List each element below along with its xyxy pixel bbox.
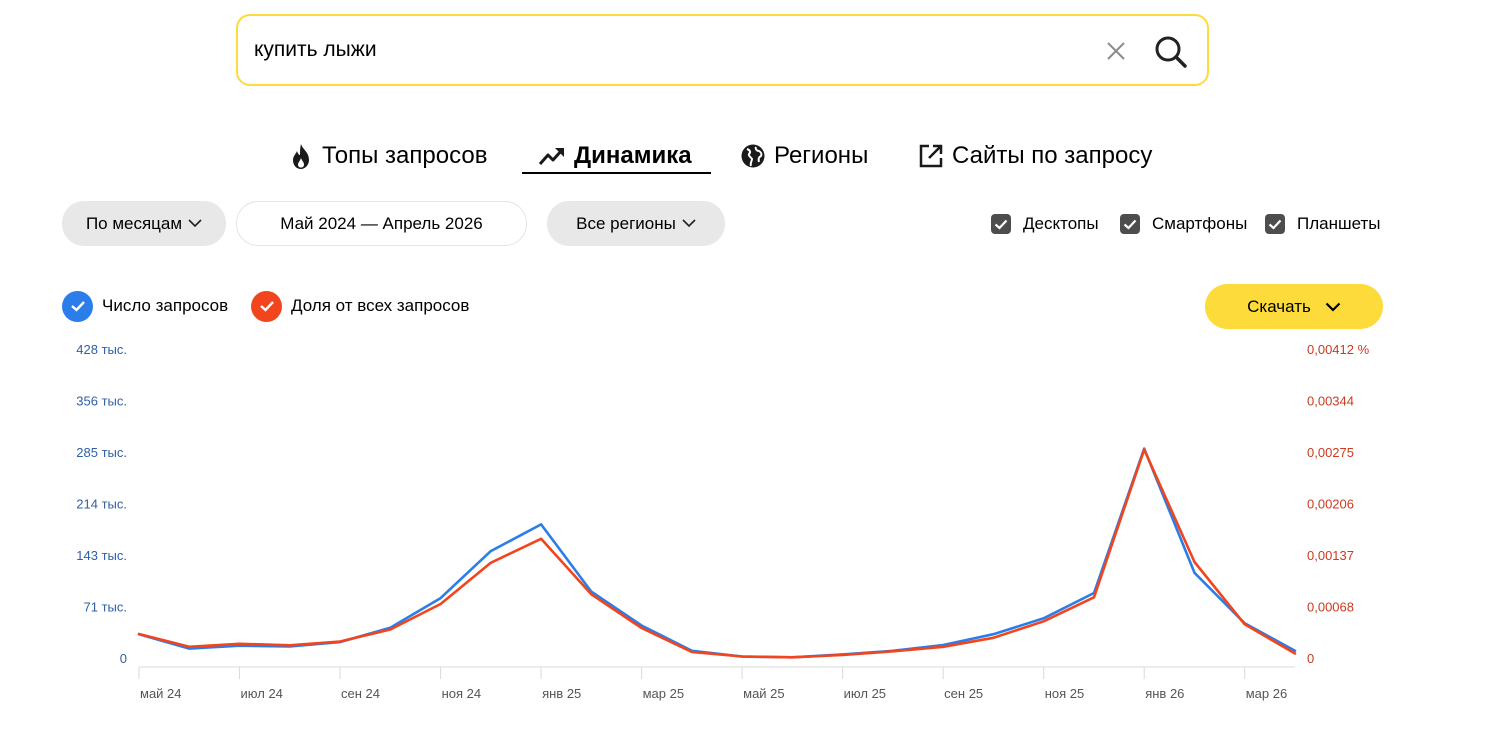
- x-tick-label: мар 25: [643, 686, 684, 701]
- checkmark-icon: [251, 290, 282, 322]
- legend-requests-count-label: Число запросов: [102, 296, 229, 315]
- checkbox-tablets[interactable]: Планшеты: [1265, 213, 1381, 235]
- y-left-tick-label: 285 тыс.: [76, 445, 127, 460]
- search-bar: [236, 14, 1209, 86]
- chevron-down-icon: [188, 219, 202, 228]
- chevron-down-icon: [682, 219, 696, 228]
- tab-tops-label: Топы запросов: [322, 142, 488, 169]
- legend-requests-count[interactable]: Число запросов: [62, 290, 228, 322]
- tabs-bar: Топы запросов Динамика Регионы Сайты по …: [0, 138, 1493, 178]
- x-tick-label: сен 25: [944, 686, 983, 701]
- series-line-requests-count: [137, 447, 1297, 659]
- external-link-icon: [919, 144, 943, 168]
- tab-regions[interactable]: Регионы: [740, 138, 868, 174]
- y-right-tick-label: 0,00068: [1307, 600, 1354, 615]
- download-button[interactable]: Скачать: [1205, 284, 1383, 329]
- period-group-select[interactable]: По месяцам: [62, 201, 226, 246]
- y-right-tick-label: 0,00206: [1307, 497, 1354, 512]
- globe-icon: [741, 144, 765, 168]
- date-range-select[interactable]: Май 2024 — Апрель 2026: [236, 201, 527, 246]
- tab-dynamics[interactable]: Динамика: [538, 138, 692, 174]
- legend-share[interactable]: Доля от всех запросов: [251, 290, 469, 322]
- x-tick-label: сен 24: [341, 686, 380, 701]
- trend-up-icon: [538, 148, 564, 165]
- checkbox-desktops-label: Десктопы: [1023, 214, 1099, 233]
- y-right-tick-label: 0,00275: [1307, 445, 1354, 460]
- y-left-tick-label: 214 тыс.: [76, 497, 127, 512]
- date-range-label: Май 2024 — Апрель 2026: [280, 213, 483, 233]
- x-tick-label: янв 25: [542, 686, 581, 701]
- checkmark-icon: [991, 214, 1011, 234]
- tab-dynamics-label: Динамика: [574, 142, 692, 169]
- search-input[interactable]: [254, 34, 1074, 66]
- y-left-tick-label: 71 тыс.: [84, 600, 127, 615]
- x-tick-label: мар 26: [1246, 686, 1287, 701]
- y-right-tick-label: 0,00344: [1307, 394, 1354, 409]
- checkbox-tablets-label: Планшеты: [1297, 214, 1381, 233]
- region-label: Все регионы: [576, 213, 676, 233]
- tab-sites-label: Сайты по запросу: [952, 142, 1153, 169]
- checkbox-smartphones[interactable]: Смартфоны: [1120, 213, 1247, 235]
- checkbox-smartphones-label: Смартфоны: [1152, 214, 1248, 233]
- checkmark-icon: [62, 290, 93, 322]
- x-tick-label: ноя 25: [1045, 686, 1085, 701]
- checkmark-icon: [1265, 214, 1285, 234]
- tab-regions-label: Регионы: [774, 142, 869, 169]
- dynamics-chart: 0 0 71 тыс. 0,00068 143 тыс. 0,00137 214 тыс. 0…: [76, 342, 1370, 701]
- y-right-tick-label: 0: [1307, 651, 1314, 666]
- y-left-tick-label: 0: [120, 651, 127, 666]
- y-left-tick-label: 356 тыс.: [76, 394, 127, 409]
- region-select[interactable]: Все регионы: [547, 201, 725, 246]
- x-tick-label: янв 26: [1145, 686, 1184, 701]
- tab-sites[interactable]: Сайты по запросу: [918, 138, 1152, 174]
- y-right-tick-label: 0,00412 %: [1307, 342, 1370, 357]
- checkbox-desktops[interactable]: Десктопы: [991, 213, 1099, 235]
- fire-icon: [293, 144, 309, 169]
- y-left-tick-label: 428 тыс.: [76, 342, 127, 357]
- x-tick-label: июл 24: [241, 686, 283, 701]
- legend-share-label: Доля от всех запросов: [291, 296, 470, 315]
- y-left-tick-label: 143 тыс.: [76, 548, 127, 563]
- checkmark-icon: [1120, 214, 1140, 234]
- series-line-share: [137, 448, 1297, 659]
- x-tick-label: май 25: [743, 686, 785, 701]
- period-group-label: По месяцам: [85, 213, 183, 233]
- x-tick-label: июл 25: [844, 686, 886, 701]
- x-tick-label: май 24: [140, 686, 182, 701]
- chevron-down-icon: [1325, 302, 1341, 312]
- clear-icon[interactable]: [1104, 39, 1128, 63]
- active-tab-underline: [522, 172, 711, 174]
- search-icon[interactable]: [1153, 34, 1189, 70]
- tab-tops[interactable]: Топы запросов: [288, 138, 487, 174]
- y-right-tick-label: 0,00137: [1307, 548, 1354, 563]
- download-label: Скачать: [1247, 296, 1311, 316]
- x-tick-label: ноя 24: [442, 686, 482, 701]
